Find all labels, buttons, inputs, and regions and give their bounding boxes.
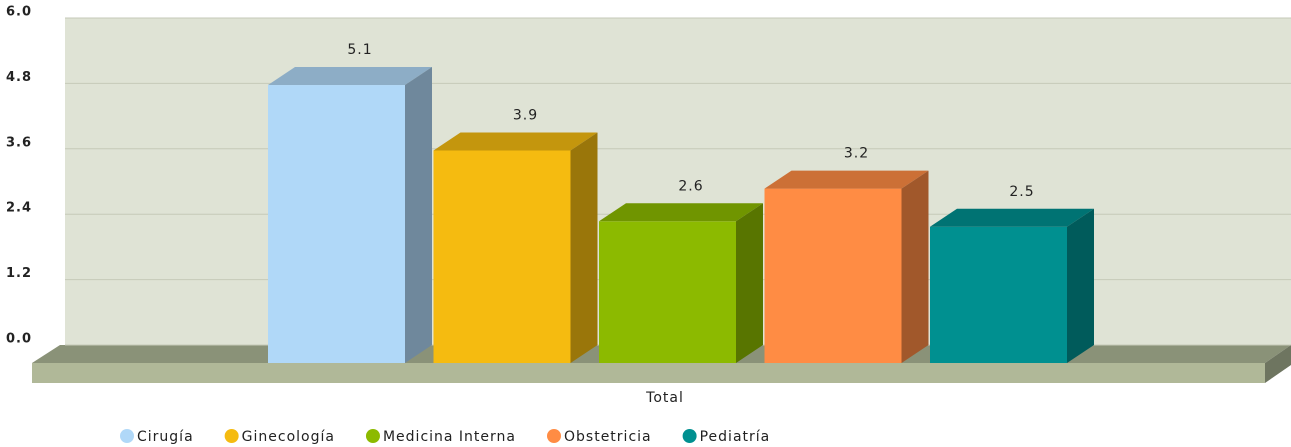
legend-label: Pediatría <box>700 429 771 445</box>
bar-top <box>268 67 432 86</box>
bar-top <box>930 208 1094 227</box>
y-tick-label: 4.8 <box>6 70 32 85</box>
x-tick-label: Total <box>645 390 684 406</box>
y-tick-label: 0.0 <box>6 332 32 347</box>
y-tick-label: 1.2 <box>6 266 32 281</box>
legend-marker <box>120 429 134 443</box>
bar <box>599 221 736 363</box>
legend-marker <box>365 429 380 443</box>
legend: Cirugía Ginecología Medicina Interna Obstet… <box>120 429 771 445</box>
bar <box>433 150 571 363</box>
value-label: 3.2 <box>844 146 869 162</box>
bar <box>764 188 902 363</box>
value-label: 5.1 <box>347 42 372 58</box>
bar-side <box>570 132 598 363</box>
floor-front <box>32 363 1265 383</box>
legend-marker <box>682 429 697 443</box>
bar <box>930 226 1067 363</box>
legend-marker <box>547 429 561 443</box>
legend-label: Obstetricia <box>564 429 652 445</box>
bars: 5.1 3.9 2.6 3.2 2.5 Total <box>268 42 1094 406</box>
bar-top <box>599 203 763 222</box>
y-tick-label: 6.0 <box>6 5 32 20</box>
bar-top <box>764 170 929 189</box>
bar <box>268 85 405 364</box>
value-label: 2.5 <box>1009 184 1034 200</box>
legend-label: Ginecología <box>242 429 335 445</box>
bar-side <box>736 203 763 363</box>
floor-side <box>1265 345 1291 383</box>
bar-top <box>433 132 598 151</box>
bar-side <box>405 67 432 364</box>
legend-label: Medicina Interna <box>383 429 516 445</box>
value-label: 2.6 <box>678 178 703 194</box>
legend-marker <box>224 429 239 443</box>
y-tick-label: 2.4 <box>6 201 32 216</box>
bar-side <box>1067 208 1094 363</box>
legend-label: Cirugía <box>137 429 194 445</box>
bar-side <box>901 170 929 363</box>
y-tick-label: 3.6 <box>6 135 32 150</box>
value-label: 3.9 <box>513 107 538 123</box>
